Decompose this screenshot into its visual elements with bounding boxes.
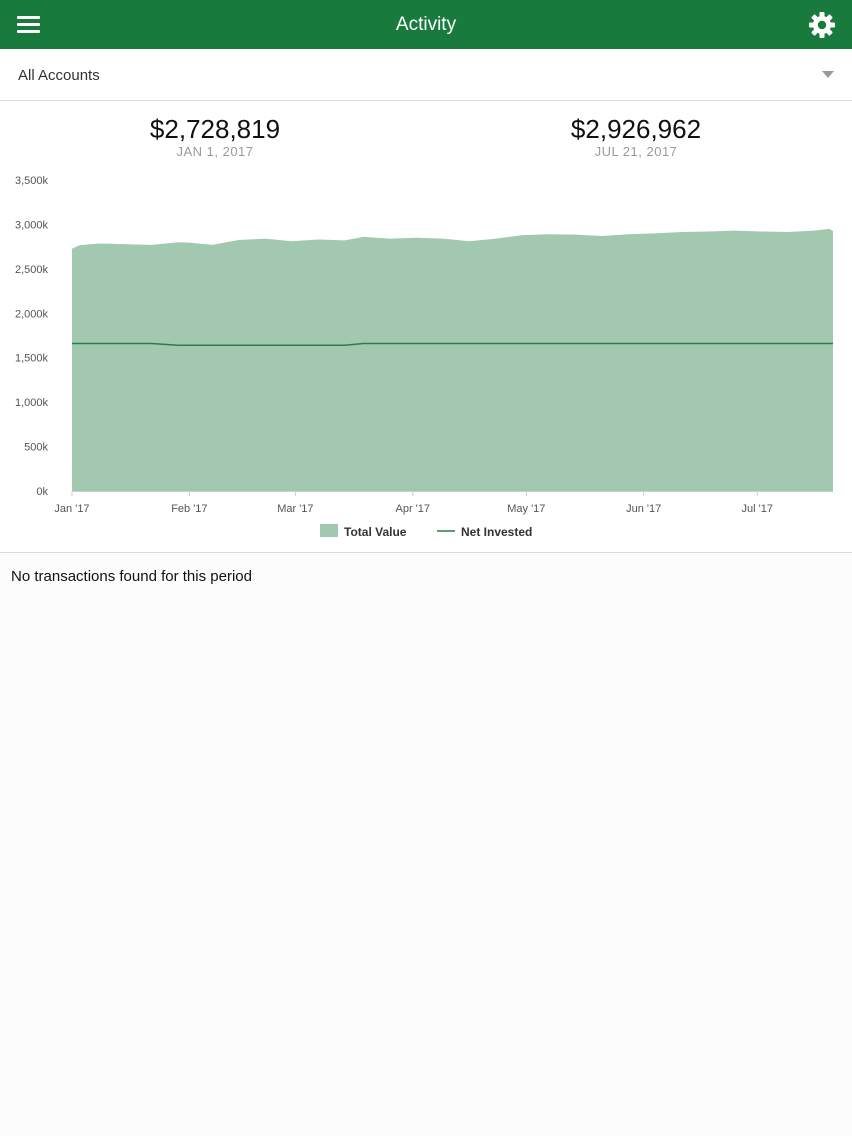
start-value-block: $2,728,819 JAN 1, 2017 xyxy=(85,114,345,159)
end-date: JUL 21, 2017 xyxy=(594,144,678,159)
x-tick-label: Mar '17 xyxy=(277,503,313,515)
page-title: Activity xyxy=(395,14,457,35)
start-value: $2,728,819 xyxy=(149,114,281,144)
x-tick-label: Apr '17 xyxy=(395,503,430,515)
y-tick-label: 500k xyxy=(24,442,48,454)
chevron-down-icon xyxy=(822,71,834,78)
summary-panel: $2,728,819 JAN 1, 2017 $2,926,962 JUL 21… xyxy=(0,101,852,553)
activity-chart: 0k 500k 1,000k 1,500k 2,000k 2,500k 3,000k 3,50… xyxy=(15,175,833,539)
x-tick-label: May '17 xyxy=(507,503,545,515)
start-date: JAN 1, 2017 xyxy=(176,144,254,159)
legend-label-net-invested: Net Invested xyxy=(461,525,532,539)
x-tick-label: Jul '17 xyxy=(742,503,773,515)
end-value: $2,926,962 xyxy=(570,114,702,144)
y-tick-label: 1,000k xyxy=(15,397,49,409)
legend-swatch-total-value xyxy=(320,524,338,537)
y-tick-label: 3,000k xyxy=(15,219,49,231)
y-tick-label: 2,500k xyxy=(15,264,49,276)
net-invested-line xyxy=(72,342,833,347)
x-tick-label: Jan '17 xyxy=(54,503,89,515)
y-tick-label: 3,500k xyxy=(15,175,49,187)
gear-icon[interactable] xyxy=(808,11,836,39)
legend-label-total-value: Total Value xyxy=(344,525,407,539)
y-tick-label: 2,000k xyxy=(15,308,49,320)
x-tick-label: Feb '17 xyxy=(171,503,207,515)
x-tick-label: Jun '17 xyxy=(626,503,661,515)
total-value-area xyxy=(72,228,833,491)
account-selector-value: All Accounts xyxy=(18,67,100,84)
y-tick-label: 0k xyxy=(36,486,48,498)
top-app-bar: Activity xyxy=(0,0,852,49)
empty-transactions-message: No transactions found for this period xyxy=(11,568,252,585)
hamburger-menu-icon[interactable] xyxy=(16,13,42,35)
y-tick-label: 1,500k xyxy=(15,353,49,365)
end-value-block: $2,926,962 JUL 21, 2017 xyxy=(506,114,766,159)
account-selector[interactable]: All Accounts xyxy=(0,49,852,101)
